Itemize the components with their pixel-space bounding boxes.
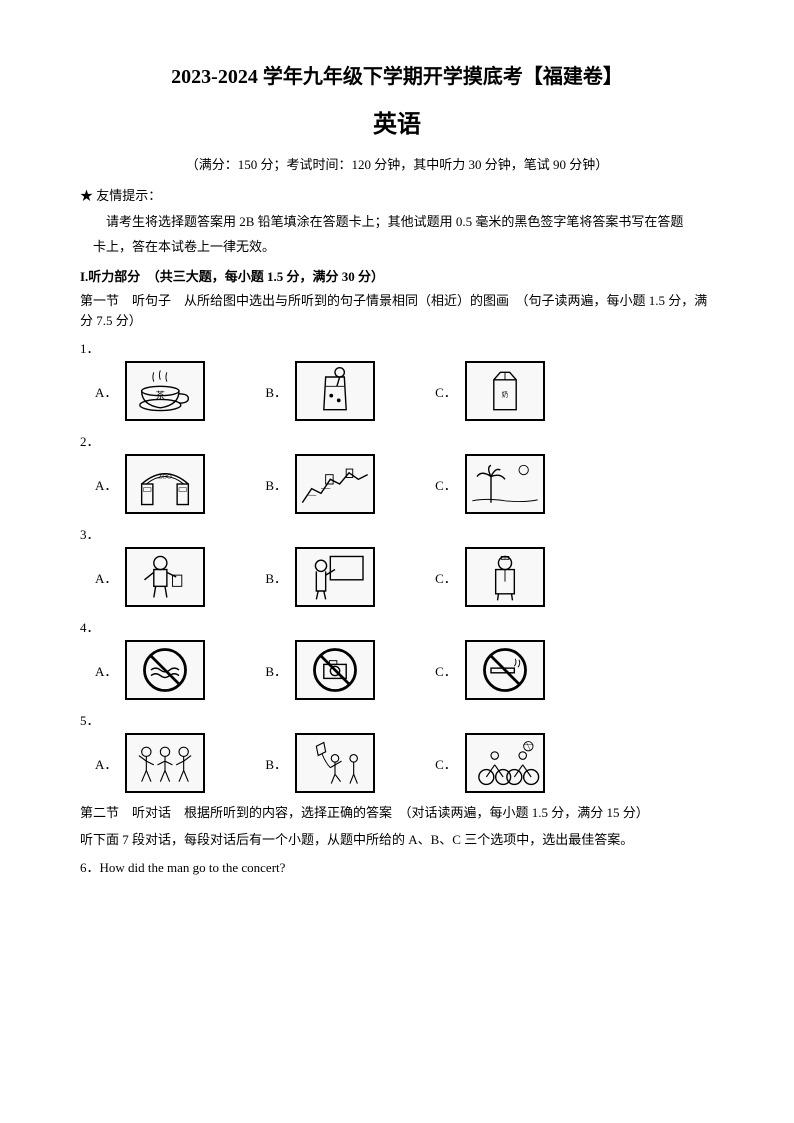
q3-choices: A． B． C． [95, 547, 714, 607]
q2-choices: A． ZOO B． C． [95, 454, 714, 514]
no-smoke-icon [465, 640, 545, 700]
no-photo-icon [295, 640, 375, 700]
choice-label: B． [265, 754, 287, 773]
main-title: 2023-2024 学年九年级下学期开学摸底考【福建卷】 [80, 60, 714, 89]
section2-sub: 听下面 7 段对话，每段对话后有一个小题，从题中所给的 A、B、C 三个选项中，… [80, 830, 714, 851]
q2-num: 2． [80, 431, 714, 450]
beach-icon [465, 454, 545, 514]
choice-label: B． [265, 661, 287, 680]
tea-cup-icon: 茶 [125, 361, 205, 421]
choice-label: C． [435, 382, 457, 401]
section2-title: 第二节 听对话 根据所听到的内容，选择正确的答案 （对话读两遍，每小题 1.5 … [80, 803, 714, 824]
q1-choices: A． 茶 B． C． 奶 [95, 361, 714, 421]
q5-choices: A． B． C． [95, 733, 714, 793]
svg-text:茶: 茶 [156, 390, 166, 402]
no-swim-icon [125, 640, 205, 700]
q5-num: 5． [80, 710, 714, 729]
great-wall-icon [295, 454, 375, 514]
q1-num: 1． [80, 338, 714, 357]
choice-label: C． [435, 568, 457, 587]
hint-title: ★ 友情提示： [80, 185, 714, 204]
choice-label: A． [95, 382, 117, 401]
teacher-icon [295, 547, 375, 607]
hint-text-2: 卡上，答在本试卷上一律无效。 [93, 237, 714, 258]
q4-num: 4． [80, 617, 714, 636]
choice-label: A． [95, 475, 117, 494]
choice-label: B． [265, 568, 287, 587]
choice-label: A． [95, 661, 117, 680]
choice-label: B． [265, 475, 287, 494]
subject-title: 英语 [80, 104, 714, 139]
hint-text-1: 请考生将选择题答案用 2B 铅笔填涂在答题卡上；其他试题用 0.5 毫米的黑色签… [80, 212, 714, 233]
section1-title: I.听力部分 （共三大题，每小题 1.5 分，满分 30 分） [80, 266, 714, 285]
exam-info: （满分：150 分；考试时间：120 分钟，其中听力 30 分钟，笔试 90 分… [80, 154, 714, 173]
part1-title: 第一节 听句子 从所给图中选出与所听到的句子情景相同（相近）的图画 （句子读两遍… [80, 291, 714, 333]
q4-choices: A． B． C． [95, 640, 714, 700]
q6-text: 6．How did the man go to the concert? [80, 857, 714, 876]
tourist-icon [125, 547, 205, 607]
svg-text:奶: 奶 [501, 390, 508, 399]
children-play-icon [125, 733, 205, 793]
zoo-gate-icon: ZOO [125, 454, 205, 514]
q3-num: 3． [80, 524, 714, 543]
kite-fly-icon [295, 733, 375, 793]
juice-glass-icon [295, 361, 375, 421]
choice-label: A． [95, 568, 117, 587]
choice-label: C． [435, 754, 457, 773]
choice-label: C． [435, 475, 457, 494]
cycling-icon [465, 733, 545, 793]
choice-label: A． [95, 754, 117, 773]
choice-label: C． [435, 661, 457, 680]
doctor-icon [465, 547, 545, 607]
svg-text:ZOO: ZOO [159, 474, 173, 481]
milk-carton-icon: 奶 [465, 361, 545, 421]
choice-label: B． [265, 382, 287, 401]
